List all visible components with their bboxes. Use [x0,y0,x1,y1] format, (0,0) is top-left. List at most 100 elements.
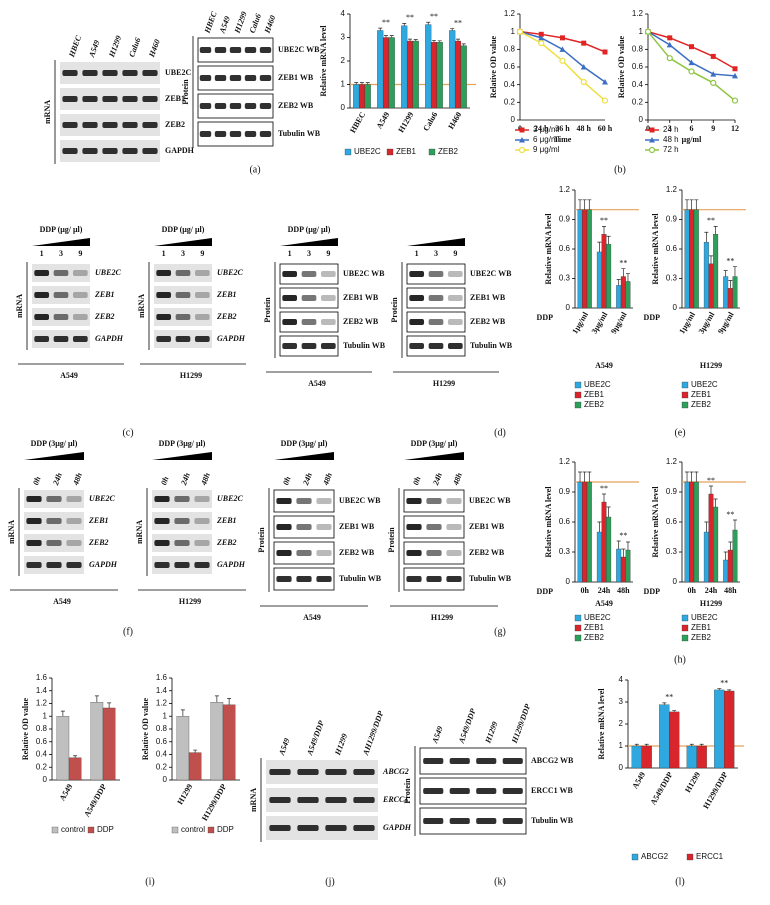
bar [586,209,592,309]
x-tick-label: 0h [580,586,589,595]
y-tick-label: 0.9 [559,487,571,496]
blot-band [282,271,298,277]
dose-label: DDP (3μg/ μl) [31,439,78,448]
blot-band [26,540,42,546]
y-tick-label: 1.6 [156,673,168,682]
blot-band [53,292,69,298]
lane-label: 48h [451,471,464,487]
blot-band [476,758,497,764]
blot-band [447,295,463,301]
bar [68,757,82,781]
y-axis-label: Relative OD value [617,35,626,98]
row-label: GAPDH [89,560,118,569]
blot-band [449,758,470,764]
bar [436,42,443,109]
y-tick-label: 1 [43,711,48,720]
blot-band [316,576,332,582]
blot-band [72,336,88,342]
error-bar [685,199,690,210]
legend-swatch [681,401,689,409]
legend-label: 9 μg/ml [533,145,560,154]
lane-label: 24h [301,471,314,487]
error-bar [354,82,359,85]
bar [620,556,626,583]
bar [388,37,395,109]
lane-label: A549 [87,39,102,59]
dose-label: DDP (μg/ μl) [40,225,83,234]
y-axis-label: Relative mRNA level [597,688,606,760]
blot-band [102,148,118,154]
blot-band [194,336,210,342]
annotation: ** [619,258,627,267]
blot-band [199,75,212,81]
y-tick-label: 0 [43,775,48,784]
blot-band [325,797,347,803]
blot-band [122,122,138,128]
y-axis-label: Relative mRNA level [544,486,553,558]
y-tick-label: 3 [341,33,346,42]
blot-band [194,270,210,276]
blot-band [82,122,98,128]
row-label: UBE2C [217,268,243,277]
blot-band [214,103,227,109]
y-tick-label: 0.2 [156,762,168,771]
error-bar [644,743,649,746]
side-label: Protein [390,297,399,323]
error-bar [582,199,587,210]
blot-band [296,576,312,582]
bar [713,506,719,583]
side-label: Protein [181,79,190,105]
error-bar [437,40,442,43]
marker [648,146,656,154]
lane-label: 0h [31,475,43,487]
lane-label: AH1299/DDP [361,710,386,758]
error-bar [193,749,198,753]
y-tick-label: 0.3 [559,547,571,556]
y-tick-label: 4 [619,675,624,684]
error-bar [728,541,733,550]
marker [649,137,655,143]
bar [689,209,695,309]
x-tick-label: 48h [617,586,630,595]
blot-band [276,550,292,556]
blot-band [320,319,336,325]
x-tick-label: HBEC [348,110,367,134]
row-label: Tubulin WB [343,341,386,350]
line [647,31,736,102]
annotation: ** [707,216,715,225]
lane-label: 24h [431,471,444,487]
bar [601,501,607,583]
blot-band [423,758,444,764]
marker [602,49,608,55]
blot-band [282,319,298,325]
lane-label: A549 [430,725,445,745]
marker [580,64,587,70]
y-tick-label: 0.2 [36,762,48,771]
bar [714,689,725,769]
legend-swatch [574,391,582,399]
y-tick-label: 0.8 [504,44,516,53]
blot-band [301,343,317,349]
bar [430,42,438,109]
blot-band [175,336,191,342]
error-bar [704,521,709,532]
bar [577,209,583,309]
row-label: GAPDH [217,334,246,343]
blot-band [62,70,78,76]
marker [667,35,673,41]
y-tick-label: 0.8 [632,44,644,53]
bar [631,745,642,769]
bar [353,84,360,109]
y-tick-label: 0.8 [36,724,48,733]
marker [601,97,609,104]
row-label: GAPDH [95,334,124,343]
legend-swatch [686,853,694,861]
blot-band [426,498,442,504]
blot-band [301,319,317,325]
x-tick-label: 60 h [598,124,613,133]
blot-band [428,271,444,277]
row-label: UBE2C WB [278,45,320,54]
side-label: mRNA [137,294,146,318]
dose-triangle [280,238,338,246]
blot-band [282,295,298,301]
